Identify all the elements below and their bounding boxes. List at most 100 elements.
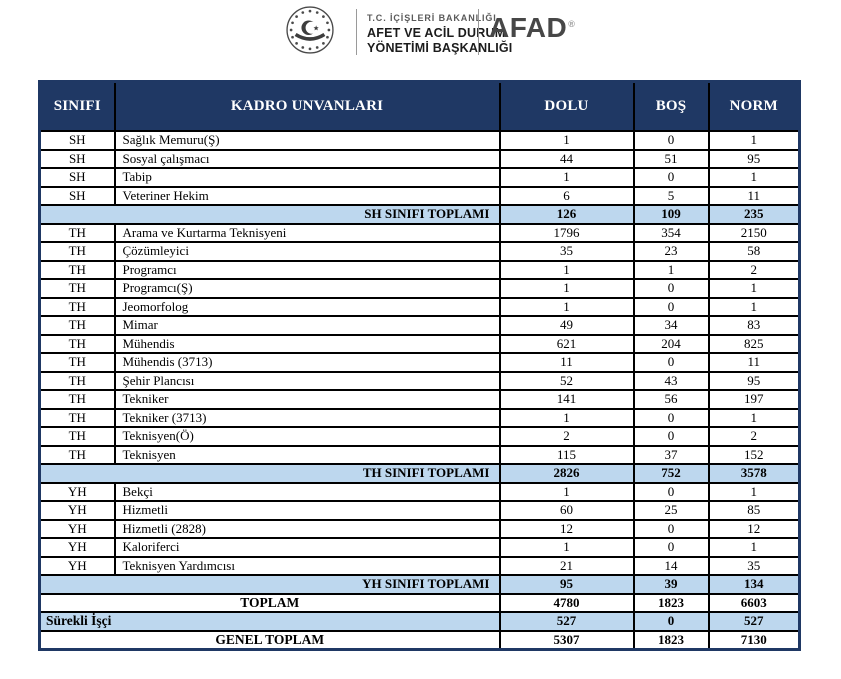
cell-dolu: 52 [498,370,635,391]
cell-unvan: Mühendis (3713) [113,352,501,373]
cell-unvan: Teknisyen [113,444,501,465]
cell-label: TH SINIFI TOPLAMI [38,463,501,484]
table-row-total: TOPLAM 4780 1823 6603 [38,592,801,613]
table-row: YH Kaloriferci 1 0 1 [38,537,801,558]
cell-unvan: Jeomorfolog [113,296,501,317]
cell-dolu: 1 [498,481,635,502]
col-header-norm: NORM [707,80,801,132]
cell-norm: 95 [707,370,801,391]
table-row: TH Çözümleyici 35 23 58 [38,241,801,262]
cell-bos: 37 [632,444,710,465]
cell-label: TOPLAM [38,592,501,613]
cell-sinifi: SH [38,130,116,151]
cell-label: Sürekli İşçi [38,611,501,632]
ministry-line1: T.C. İÇİŞLERİ BAKANLIĞI [367,13,497,23]
afad-logo: AFAD® [489,12,575,44]
letterhead-divider [478,9,479,55]
table-row-worker: Sürekli İşçi 527 0 527 [38,611,801,632]
cell-unvan: Şehir Plancısı [113,370,501,391]
cell-bos: 752 [632,463,710,484]
table-row: SH Sosyal çalışmacı 44 51 95 [38,148,801,169]
table-row: TH Programcı(Ş) 1 0 1 [38,278,801,299]
cell-dolu: 95 [498,574,635,595]
cell-sinifi: SH [38,185,116,206]
cell-norm: 1 [707,278,801,299]
table-row: TH Tekniker (3713) 1 0 1 [38,407,801,428]
cell-unvan: Tekniker [113,389,501,410]
cell-sinifi: TH [38,296,116,317]
cell-sinifi: YH [38,518,116,539]
cell-bos: 109 [632,204,710,225]
table-row: YH Teknisyen Yardımcısı 21 14 35 [38,555,801,576]
col-header-kadro-unvanlari: KADRO UNVANLARI [113,80,501,132]
cell-bos: 34 [632,315,710,336]
cell-sinifi: TH [38,426,116,447]
table-row: TH Tekniker 141 56 197 [38,389,801,410]
letterhead: T.C. İÇİŞLERİ BAKANLIĞI AFET VE ACİL DUR… [0,0,841,76]
cell-bos: 0 [632,611,710,632]
cell-norm: 11 [707,185,801,206]
cell-norm: 1 [707,537,801,558]
cell-dolu: 6 [498,185,635,206]
ministry-line2: AFET VE ACİL DURUM [367,26,506,40]
cell-sinifi: TH [38,278,116,299]
table-row: TH Teknisyen(Ö) 2 0 2 [38,426,801,447]
cell-sinifi: TH [38,259,116,280]
cell-dolu: 35 [498,241,635,262]
cell-norm: 3578 [707,463,801,484]
cell-bos: 0 [632,537,710,558]
cell-bos: 14 [632,555,710,576]
cell-unvan: Mimar [113,315,501,336]
cell-dolu: 12 [498,518,635,539]
cell-unvan: Sağlık Memuru(Ş) [113,130,501,151]
cell-sinifi: TH [38,222,116,243]
cell-bos: 0 [632,130,710,151]
cell-dolu: 11 [498,352,635,373]
cell-dolu: 1796 [498,222,635,243]
cell-norm: 1 [707,130,801,151]
col-header-dolu: DOLU [498,80,635,132]
registered-trademark-icon: ® [568,18,576,29]
col-header-sinifi: SINIFI [38,80,116,132]
cell-dolu: 5307 [498,629,635,651]
cell-bos: 25 [632,500,710,521]
cell-norm: 134 [707,574,801,595]
table-body: SH Sağlık Memuru(Ş) 1 0 1 SH Sosyal çalışmacı 4… [38,130,801,651]
cell-norm: 2150 [707,222,801,243]
cell-sinifi: YH [38,481,116,502]
cell-sinifi: TH [38,407,116,428]
cell-sinifi: TH [38,370,116,391]
ministry-title-block: T.C. İÇİŞLERİ BAKANLIĞI AFET VE ACİL DUR… [367,13,512,55]
staffing-table: SINIFI KADRO UNVANLARI DOLU BOŞ NORM SH S… [38,80,801,651]
cell-label: YH SINIFI TOPLAMI [38,574,501,595]
government-seal-icon [286,6,334,54]
table-row: YH Hizmetli (2828) 12 0 12 [38,518,801,539]
cell-sinifi: TH [38,352,116,373]
table-row: TH Mimar 49 34 83 [38,315,801,336]
cell-sinifi: TH [38,241,116,262]
cell-bos: 1823 [632,592,710,613]
cell-bos: 354 [632,222,710,243]
cell-sinifi: TH [38,444,116,465]
cell-bos: 0 [632,167,710,188]
cell-unvan: Teknisyen Yardımcısı [113,555,501,576]
cell-norm: 197 [707,389,801,410]
cell-sinifi: YH [38,500,116,521]
cell-bos: 51 [632,148,710,169]
table-row: TH Şehir Plancısı 52 43 95 [38,370,801,391]
cell-norm: 6603 [707,592,801,613]
cell-unvan: Programcı(Ş) [113,278,501,299]
cell-dolu: 4780 [498,592,635,613]
cell-sinifi: TH [38,389,116,410]
cell-norm: 1 [707,407,801,428]
col-header-bos: BOŞ [632,80,710,132]
cell-label: SH SINIFI TOPLAMI [38,204,501,225]
cell-sinifi: YH [38,537,116,558]
cell-norm: 1 [707,167,801,188]
table-row: YH Hizmetli 60 25 85 [38,500,801,521]
cell-unvan: Tekniker (3713) [113,407,501,428]
cell-dolu: 1 [498,167,635,188]
cell-norm: 85 [707,500,801,521]
cell-dolu: 141 [498,389,635,410]
table-row: TH Jeomorfolog 1 0 1 [38,296,801,317]
